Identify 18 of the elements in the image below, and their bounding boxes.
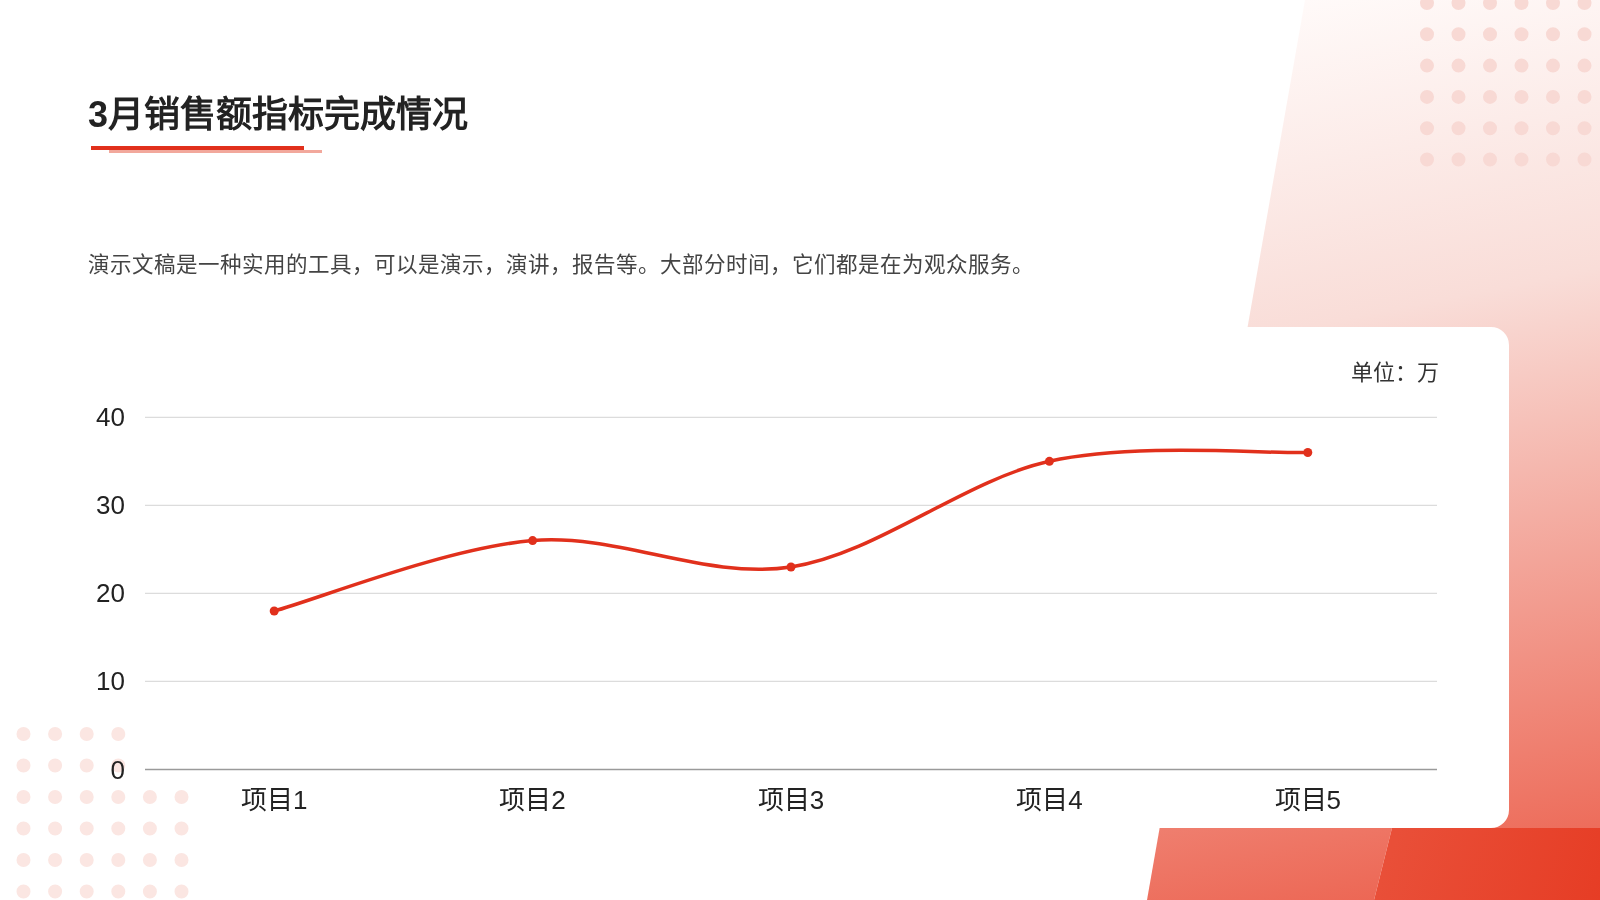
point <box>528 536 538 546</box>
y-tick-label: 40 <box>96 402 125 433</box>
x-tick-label: 项目5 <box>1274 785 1342 815</box>
x-tick-label: 项目2 <box>499 785 566 815</box>
x-tick-label: 项目1 <box>240 785 308 815</box>
point <box>269 606 279 616</box>
y-tick-label: 0 <box>110 754 125 785</box>
point <box>1044 456 1054 466</box>
y-tick-label: 10 <box>96 666 125 697</box>
point <box>1303 448 1313 458</box>
y-tick-label: 30 <box>96 490 125 521</box>
y-tick-label: 20 <box>96 578 125 609</box>
chart-subtitle: 演示文稿是一种实用的工具，可以是演示，演讲，报告等。大部分时间，它们都是在为观众服务。 <box>88 253 1034 277</box>
chart-title: 3月销售额指标完成情况 <box>88 93 469 135</box>
point <box>786 562 796 572</box>
x-tick-label: 项目4 <box>1016 785 1083 815</box>
text: 单位：万 <box>1351 359 1439 385</box>
x-tick-label: 项目3 <box>757 785 825 815</box>
